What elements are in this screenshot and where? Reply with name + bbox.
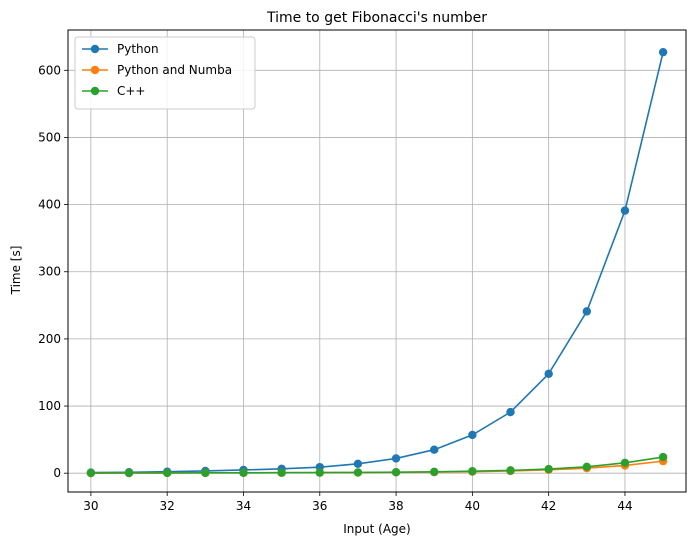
y-tick-label: 400 [38,198,61,212]
x-tick-label: 34 [236,499,251,513]
data-point [506,466,515,475]
data-point [468,430,477,440]
data-point [391,467,401,477]
data-point [201,468,210,478]
data-point [353,459,363,468]
x-tick-label: 42 [541,499,556,513]
chart-title: Time to get Fibonacci's number [266,10,487,26]
data-point [582,307,592,316]
y-tick-label: 500 [38,130,61,144]
legend-label: C++ [117,84,146,98]
y-tick-label: 600 [38,63,61,77]
x-axis-label: Input (Age) [343,522,410,536]
x-tick-label: 30 [83,499,98,513]
data-point [620,206,630,215]
y-axis-label: Time [s] [9,246,23,296]
data-point [430,467,439,477]
data-point [468,466,477,476]
legend-label: Python [117,42,159,56]
data-point [430,445,439,454]
legend-label: Python and Numba [117,63,232,77]
series-layer [86,47,668,478]
data-point [544,464,553,474]
series-c- [86,452,668,478]
series-line [90,456,664,474]
x-tick-label: 36 [312,499,327,513]
data-point [277,468,286,477]
y-axis-ticks: 0 100 200 300 400 500 600 [38,63,68,480]
x-tick-label: 44 [617,499,632,513]
x-tick-label: 38 [388,499,403,513]
y-tick-label: 300 [38,265,61,279]
data-point [353,468,363,477]
data-point [620,458,630,467]
series-python [86,47,668,477]
data-point [658,47,668,57]
x-tick-label: 40 [465,499,480,513]
data-point [544,369,553,379]
y-tick-label: 100 [38,399,61,413]
data-point [162,468,172,478]
legend-item: Python [82,42,159,56]
data-point [391,454,401,463]
x-axis-ticks: 30 32 34 36 38 40 42 44 [83,492,633,513]
data-point [124,468,134,478]
data-point [86,468,96,478]
legend-marker [90,86,100,96]
legend-marker [90,65,100,75]
data-point [582,462,592,472]
x-tick-label: 32 [160,499,175,513]
legend-box [74,36,256,110]
data-point [506,407,515,417]
grid-lines [68,30,686,492]
series-line [90,51,664,474]
data-point [658,452,668,462]
y-tick-label: 0 [53,466,61,480]
data-point [239,468,248,477]
legend-marker [90,44,100,54]
plot-area-frame [67,29,687,493]
data-point [315,468,324,477]
y-tick-label: 200 [38,332,61,346]
legend-item: C++ [82,84,146,98]
legend-item: Python and Numba [82,63,232,77]
legend: Python Python and Numba C++ [74,36,256,110]
